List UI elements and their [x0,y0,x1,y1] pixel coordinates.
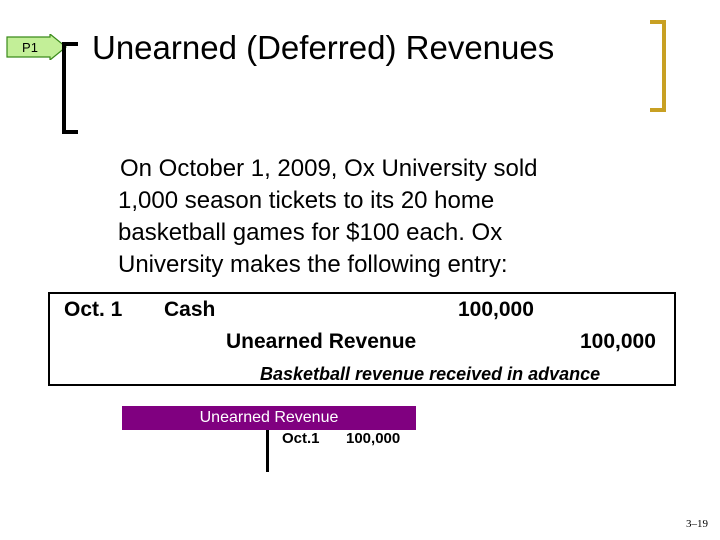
slide-title: Unearned (Deferred) Revenues [92,29,555,66]
journal-memo: Basketball revenue received in advance [260,364,601,384]
intro-line: University makes the following entry: [118,251,508,278]
t-account-entry-date: Oct.1 [282,430,320,447]
intro-line: On October 1, 2009, Ox University sold [120,155,538,182]
intro-line: 1,000 season tickets to its 20 home [118,187,495,214]
intro-line: basketball games for $100 each. Ox [118,219,503,246]
journal-credit-account: Unearned Revenue [226,330,417,353]
journal-credit-amount: 100,000 [580,330,656,353]
journal-date: Oct. 1 [64,298,123,321]
intro-paragraph: On October 1, 2009, Ox University sold 1… [118,153,638,281]
journal-debit-account: Cash [164,298,216,321]
t-account-header: Unearned Revenue [122,406,416,430]
journal-entry-box: Oct. 1 Cash 100,000 Unearned Revenue 100… [48,292,676,386]
title-right-bracket [650,20,666,112]
p1-arrow-badge [6,34,67,60]
p1-label: P1 [22,40,38,55]
title-left-bracket [62,42,78,134]
journal-debit-amount: 100,000 [458,298,534,321]
t-account-divider [266,430,269,472]
page-number: 3–19 [686,518,708,530]
t-account-entry-amount: 100,000 [346,430,401,447]
